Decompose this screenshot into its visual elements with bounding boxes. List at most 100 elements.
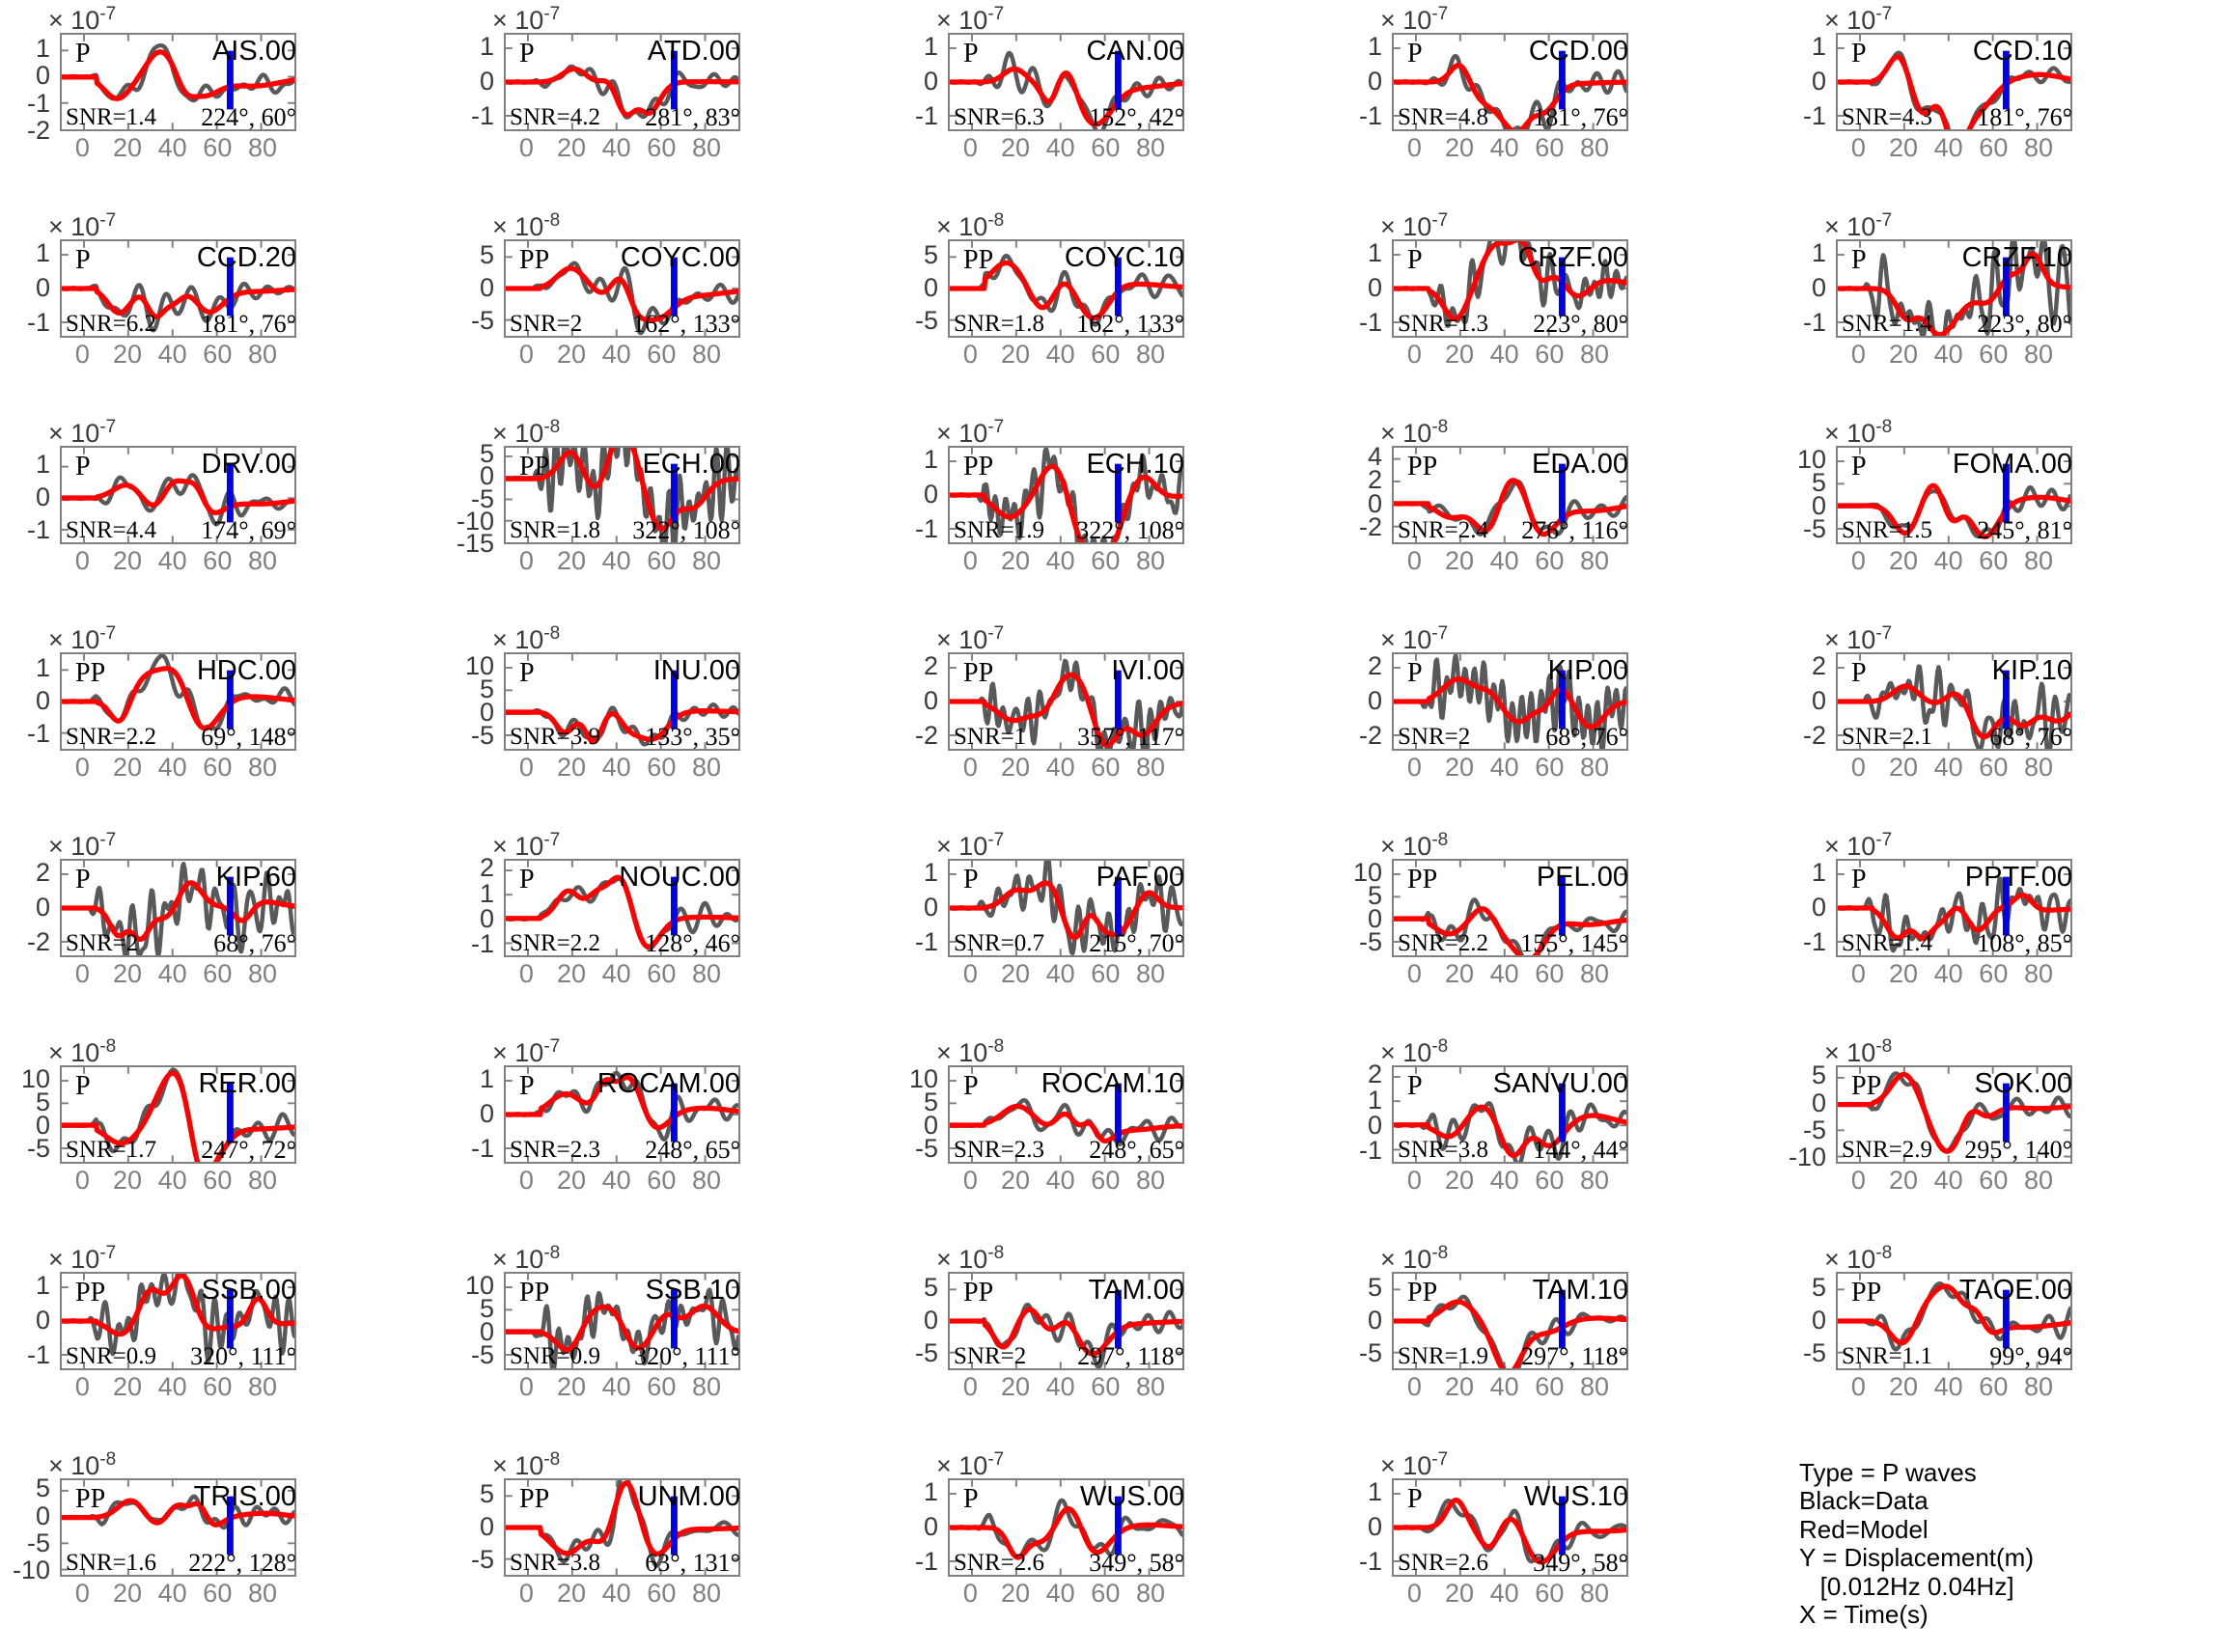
y-tick-label: 5: [479, 1293, 494, 1323]
y-tick-label: 2: [479, 853, 494, 883]
y-tick-label: 0: [923, 1512, 938, 1541]
x-axis-ticks: 0 20 40 60 80: [1392, 546, 1628, 575]
snr-label: SNR=2: [510, 311, 583, 337]
x-axis-ticks: 0 20 40 60 80: [948, 340, 1184, 369]
plot-area: [1836, 859, 2072, 957]
plot-area: [60, 239, 296, 338]
snr-label: SNR=4.4: [66, 517, 156, 543]
y-tick-label: -5: [470, 1340, 494, 1370]
y-axis-ticks: 1 0 -1: [1778, 33, 1832, 131]
x-tick-label: 0: [1406, 546, 1422, 575]
x-axis-ticks: 0 20 40 60 80: [1836, 340, 2072, 369]
snr-label: SNR=1: [954, 724, 1027, 750]
x-tick-label: 60: [1979, 959, 2009, 988]
y-tick-label: -1: [26, 88, 50, 118]
y-tick-label: -1: [26, 719, 50, 748]
station-name-label: CCD.00: [1528, 36, 1628, 67]
x-tick-label: 80: [247, 1579, 278, 1608]
y-axis-exponent: × 10-7: [1380, 4, 1449, 35]
x-tick-label: 40: [157, 1372, 187, 1401]
phase-arrival-marker: [1114, 876, 1122, 936]
model-trace: [1838, 482, 2070, 539]
plot-area: [948, 446, 1184, 544]
snr-label: SNR=1.4: [1842, 930, 1932, 956]
x-tick-label: 80: [691, 959, 722, 988]
station-name-label: CAN.00: [1086, 36, 1184, 67]
y-tick-label: -2: [1358, 512, 1382, 541]
y-tick-label: -15: [456, 529, 494, 558]
x-tick-label: 20: [556, 1579, 587, 1608]
y-tick-label: 0: [35, 61, 50, 91]
y-tick-label: 10: [1352, 857, 1382, 887]
snr-label: SNR=1.9: [954, 517, 1044, 543]
x-tick-label: 60: [1535, 753, 1565, 782]
model-trace: [950, 880, 1182, 941]
x-tick-label: 60: [1091, 340, 1121, 369]
phase-label: P: [75, 865, 91, 895]
y-tick-label: -10: [12, 1556, 50, 1585]
x-axis-ticks: 0 20 40 60 80: [60, 1166, 296, 1195]
y-axis-ticks: 10 5 0 -5: [1778, 446, 1832, 544]
x-tick-label: 40: [157, 133, 187, 162]
plot-area: [1392, 652, 1628, 751]
station-name-label: TAOE.00: [1958, 1275, 2072, 1306]
y-axis-exponent: × 10-7: [48, 210, 117, 241]
x-tick-label: 20: [1888, 753, 1919, 782]
y-axis-exponent: × 10-7: [492, 1036, 561, 1067]
y-tick-label: 0: [35, 893, 50, 922]
station-name-label: ATD.00: [647, 36, 740, 67]
phase-label: PP: [519, 1484, 550, 1514]
x-tick-label: 60: [1979, 546, 2009, 575]
y-tick-label: 10: [908, 1063, 938, 1093]
y-axis-ticks: 5 0 -5 -10: [2, 1475, 56, 1583]
x-axis-ticks: 0 20 40 60 80: [1836, 546, 2072, 575]
plot-area: [1836, 446, 2072, 544]
phase-arrival-marker: [1558, 670, 1566, 730]
x-tick-label: 20: [112, 133, 143, 162]
model-trace: [1838, 251, 2070, 336]
x-tick-label: 80: [1135, 959, 1166, 988]
x-tick-label: 80: [2023, 1372, 2054, 1401]
y-tick-label: 0: [479, 1317, 494, 1347]
x-tick-label: 40: [601, 340, 631, 369]
x-tick-label: 80: [691, 1166, 722, 1195]
y-axis-exponent: × 10-8: [1380, 1243, 1449, 1274]
x-tick-label: 40: [1489, 1372, 1519, 1401]
station-name-label: CRZF.00: [1517, 242, 1628, 273]
phase-arrival-marker: [1114, 50, 1122, 110]
x-tick-label: 80: [247, 959, 278, 988]
x-tick-label: 40: [601, 1166, 631, 1195]
y-tick-label: -1: [1802, 308, 1826, 338]
x-tick-label: 0: [74, 1579, 90, 1608]
y-axis-exponent: × 10-7: [1380, 210, 1449, 241]
data-trace: [506, 448, 738, 542]
x-tick-label: 0: [1406, 340, 1422, 369]
x-axis-ticks: 0 20 40 60 80: [1836, 1166, 2072, 1195]
x-tick-label: 0: [962, 753, 978, 782]
x-tick-label: 20: [1000, 133, 1031, 162]
y-tick-label: 0: [1367, 686, 1382, 715]
y-axis-ticks: 2 0 -2: [1334, 652, 1388, 751]
phase-arrival-marker: [1558, 50, 1566, 110]
x-tick-label: 60: [647, 1579, 677, 1608]
plot-area: [1392, 859, 1628, 957]
y-tick-label: 1: [479, 878, 494, 908]
x-tick-label: 80: [1579, 959, 1610, 988]
x-axis-ticks: 0 20 40 60 80: [948, 1166, 1184, 1195]
x-axis-ticks: 0 20 40 60 80: [948, 959, 1184, 988]
x-tick-label: 40: [1489, 1579, 1519, 1608]
plot-area: [1392, 1478, 1628, 1577]
station-name-label: KIP.60: [215, 862, 296, 893]
x-tick-label: 80: [1579, 133, 1610, 162]
y-tick-label: -5: [1358, 927, 1382, 957]
x-axis-ticks: 0 20 40 60 80: [948, 546, 1184, 575]
model-trace: [506, 708, 738, 745]
station-name-label: INU.00: [652, 655, 740, 686]
x-tick-label: 0: [1850, 753, 1866, 782]
phase-arrival-marker: [226, 1083, 234, 1143]
y-tick-label: 0: [1367, 273, 1382, 302]
y-axis-exponent: × 10-8: [1380, 1036, 1449, 1067]
phase-arrival-marker: [1114, 670, 1122, 730]
azimuth-takeoff-label: 108°, 85°: [1977, 929, 2072, 957]
phase-label: P: [1407, 658, 1423, 688]
